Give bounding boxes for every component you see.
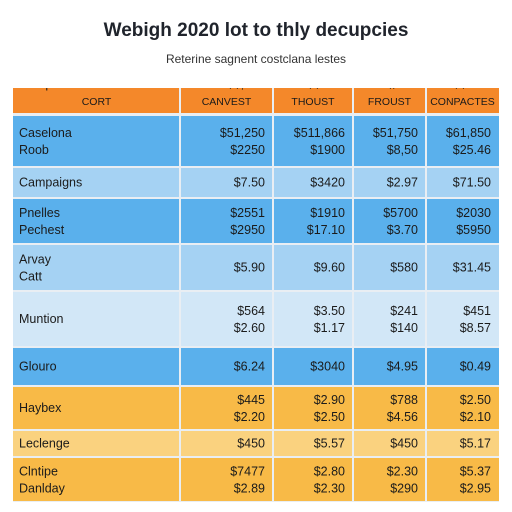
header-row xyxy=(13,88,499,114)
column-header: CONPACTES xyxy=(430,96,495,108)
chart-title: Webigh 2020 lot to thly decupcies xyxy=(103,20,409,41)
cell-value: $580 xyxy=(390,261,418,275)
cell-value: $8.50 xyxy=(387,88,418,91)
cell-value: $0.49 xyxy=(460,360,491,374)
data-table: CORT CANVEST THOUST FROUST CONPACTES Caselona… xyxy=(13,88,499,502)
cell-value: $5.17 xyxy=(460,437,491,451)
cell-value: $2.10 xyxy=(460,410,491,424)
cell-value: $25.46 xyxy=(453,143,491,157)
row-label: Danlday xyxy=(19,482,66,496)
cell-value: $61,850 xyxy=(446,126,491,140)
row-label: Campaigns xyxy=(19,176,82,190)
cell-value: $241 xyxy=(390,304,418,318)
cell-value: $445 xyxy=(237,393,265,407)
cell-value: $2.97 xyxy=(387,176,418,190)
row-label: Arvay xyxy=(19,253,52,267)
cell-value: $17.10 xyxy=(307,223,345,237)
column-header: CANVEST xyxy=(202,96,252,108)
group-band xyxy=(13,198,499,244)
cell-value: $2.57 xyxy=(314,88,345,91)
cell-value: $451 xyxy=(463,304,491,318)
group-band xyxy=(13,386,499,430)
cell-value: $3040 xyxy=(310,360,345,374)
row-label: Clntipe xyxy=(19,465,58,479)
cell-value: $511,866 xyxy=(294,126,345,140)
column-header: FROUST xyxy=(368,96,412,108)
cell-value: $788 xyxy=(390,393,418,407)
group-band xyxy=(13,430,499,457)
group-band xyxy=(13,244,499,291)
cell-value: $1.17 xyxy=(314,321,345,335)
row-label: Campaaives xyxy=(19,88,88,91)
cell-value: $2.50 xyxy=(460,393,491,407)
cell-value: $2551 xyxy=(230,206,265,220)
row-label: Catt xyxy=(19,270,42,284)
cell-value: $31.45 xyxy=(453,261,491,275)
cell-value: $5.57 xyxy=(314,437,345,451)
cell-value: $2030 xyxy=(456,206,491,220)
cell-value: $3420 xyxy=(310,176,345,190)
row-label: Muntion xyxy=(19,312,64,326)
cell-value: $4.95 xyxy=(387,360,418,374)
cell-value: $5.90 xyxy=(234,261,265,275)
cell-value: $2.80 xyxy=(314,465,345,479)
cell-value: $1900 xyxy=(310,143,345,157)
cell-value: $2.90 xyxy=(314,393,345,407)
cell-value: $450 xyxy=(237,437,265,451)
cell-value: $3.70 xyxy=(387,223,418,237)
row-label: Caselona xyxy=(19,126,72,140)
cell-value: $2.30 xyxy=(314,482,345,496)
group-band xyxy=(13,291,499,347)
cell-value: $9.60 xyxy=(314,261,345,275)
cell-value: $1,460 xyxy=(227,88,265,91)
cell-value: $564 xyxy=(237,304,265,318)
group-band xyxy=(13,167,499,198)
cell-value: $8.57 xyxy=(460,321,491,335)
cell-value: $51,250 xyxy=(220,126,265,140)
column-header: CORT xyxy=(82,96,112,108)
row-label: Del Doles xyxy=(19,88,73,91)
cell-value: $2.95 xyxy=(460,482,491,496)
cell-value: $2950 xyxy=(230,223,265,237)
cell-value: $7477 xyxy=(230,465,265,479)
column-header: THOUST xyxy=(291,96,335,108)
cell-value: $0.91 xyxy=(460,88,491,91)
cell-value: $140 xyxy=(390,321,418,335)
cell-value: $450 xyxy=(390,437,418,451)
cell-value: $1910 xyxy=(310,206,345,220)
group-band xyxy=(13,347,499,386)
cell-value: $21.25 xyxy=(453,88,491,91)
cell-value: $5700 xyxy=(383,206,418,220)
cell-value: $6.24 xyxy=(234,360,265,374)
cell-value: $2.50 xyxy=(314,410,345,424)
cell-value: $2.20 xyxy=(234,410,265,424)
cell-value: $123 xyxy=(390,88,418,91)
cell-value: $2.30 xyxy=(387,465,418,479)
cell-value: $2.89 xyxy=(234,482,265,496)
cell-value: $7.50 xyxy=(234,176,265,190)
row-label: Glouro xyxy=(19,360,57,374)
row-label: Leclenge xyxy=(19,437,70,451)
row-label: Roob xyxy=(19,143,49,157)
chart-subtitle: Reterine sagnent costclana lestes xyxy=(165,52,347,66)
cell-value: $4.56 xyxy=(387,410,418,424)
cell-value: $8,50 xyxy=(387,143,418,157)
cell-value: $3.50 xyxy=(314,304,345,318)
group-band xyxy=(13,115,499,167)
cell-value: $5.37 xyxy=(460,465,491,479)
row-label: Pnelles xyxy=(19,206,60,220)
cell-value: $5950 xyxy=(456,223,491,237)
cell-value: $290 xyxy=(390,482,418,496)
cell-value: $71.50 xyxy=(453,176,491,190)
cell-value: $51,750 xyxy=(373,126,418,140)
cell-value: $2250 xyxy=(230,143,265,157)
row-label: Pechest xyxy=(19,223,65,237)
cell-value: $2.60 xyxy=(234,321,265,335)
row-label: Haybex xyxy=(19,401,62,415)
cell-value: $4.71 xyxy=(234,88,265,91)
cell-value: $21.75 xyxy=(307,88,345,91)
group-band xyxy=(13,457,499,502)
